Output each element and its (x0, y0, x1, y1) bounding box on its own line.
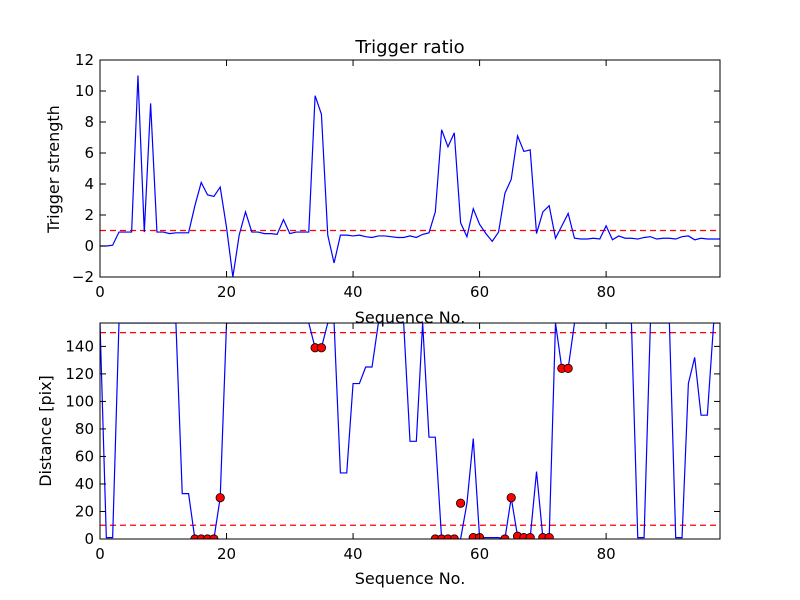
data-point (456, 498, 466, 508)
y-tick-label: 40 (75, 475, 94, 493)
series-line (100, 75, 720, 277)
data-point (215, 493, 225, 503)
axes-frame (99, 322, 721, 540)
x-tick-label: 20 (217, 545, 236, 563)
data-point (506, 493, 516, 503)
y-tick-label: 140 (65, 337, 94, 355)
y-tick-label: 10 (75, 82, 94, 100)
y-tick-label: 8 (84, 113, 94, 131)
y-tick-label: 20 (75, 502, 94, 520)
y-axis-label: Trigger strength (44, 105, 63, 234)
y-tick-label: 6 (84, 144, 94, 162)
data-point (525, 533, 535, 539)
x-axis-label: Sequence No. (355, 308, 466, 327)
y-axis-label: Distance [pix] (36, 375, 55, 487)
trigger-ratio-chart: Trigger ratio Sequence No. Trigger stren… (44, 37, 721, 327)
y-tick-label: 2 (84, 206, 94, 224)
data-point (563, 363, 573, 374)
series-layer (100, 75, 720, 277)
distance-chart: Sequence No. Distance [pix] 0 20 40 60 80 0 20… (36, 322, 721, 588)
y-tick-label: 120 (65, 365, 94, 383)
chart-title: Trigger ratio (354, 37, 464, 58)
x-tick-label: 60 (470, 545, 489, 563)
x-tick-label: 0 (95, 545, 105, 563)
x-tick-label: 40 (344, 283, 363, 301)
x-tick-label: 80 (597, 545, 616, 563)
plot-area: 0 20 40 60 80 0 20 40 60 80 100 120 140 (65, 322, 721, 563)
y-tick-label: −2 (72, 268, 94, 286)
x-tick-label: 0 (95, 283, 105, 301)
x-axis-label: Sequence No. (355, 569, 466, 588)
y-tick-label: 0 (84, 530, 94, 548)
x-tick-label: 60 (470, 283, 489, 301)
x-tick-label: 80 (597, 283, 616, 301)
y-tick-label: 0 (84, 237, 94, 255)
data-point (316, 343, 327, 353)
x-tick-label: 20 (217, 283, 236, 301)
y-tick-label: 100 (65, 392, 94, 410)
data-point (544, 533, 554, 539)
axes-frame (99, 59, 721, 278)
series-line (100, 323, 720, 539)
y-tick-label: 4 (84, 175, 94, 193)
x-tick-label: 40 (344, 545, 363, 563)
y-tick-label: 80 (75, 420, 94, 438)
y-tick-label: 60 (75, 447, 94, 465)
y-tick-label: 12 (75, 51, 94, 69)
